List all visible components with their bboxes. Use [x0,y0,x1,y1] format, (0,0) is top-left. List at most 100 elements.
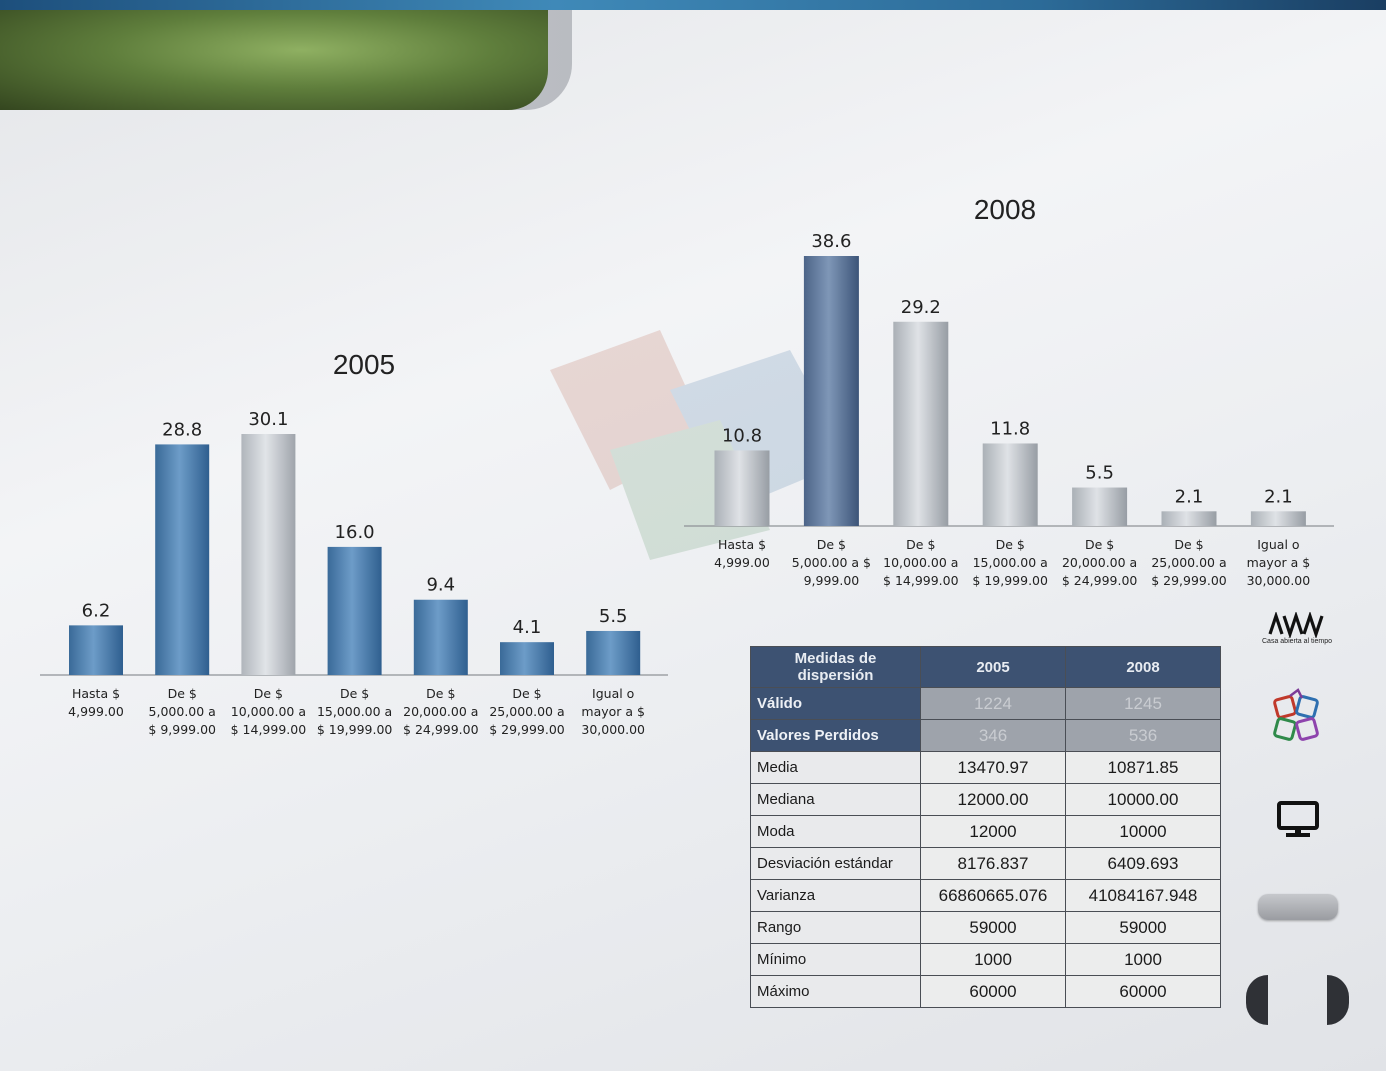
top-accent-bar [0,0,1386,10]
table-cell-2008: 41084167.948 [1065,879,1221,912]
table-cell-2005: 12000.00 [920,783,1066,816]
chart-2008-category-line: 30,000.00 [1247,573,1311,588]
chart-2008-category-label-4: De $ 20,000.00 a $ 24,999.00 [1062,537,1138,588]
chart-2008-category-line: $ 14,999.00 [883,573,959,588]
chart-2005-category-line: $ 24,999.00 [403,722,479,737]
chart-2008-bar-0 [714,450,770,526]
chart-2008-bar-4 [1072,487,1128,526]
chart-2008-bar-5 [1161,511,1217,526]
table-cell-2005: 66860665.076 [920,879,1066,912]
chart-2008-value-label-5: 2.1 [1175,486,1204,507]
chart-2005-category-line: $ 14,999.00 [231,722,307,737]
chart-2005-bar-3 [327,546,382,675]
dispersion-table: Medidas de dispersión 2005 2008 Válido 12… [750,646,1221,1008]
chart-2005-category-line: De $ [340,686,369,701]
chart-2005-category-line: 25,000.00 a [489,704,564,719]
table-cell-2005: 1224 [920,687,1066,720]
chart-2008-category-line: De $ [996,537,1025,552]
chart-2005-category-line: De $ [512,686,541,701]
table-cell-2008: 1245 [1065,687,1221,720]
chart-2005-bar-5 [500,642,554,675]
title-banner [0,10,548,110]
chart-2005-category-line: De $ [168,686,197,701]
table-cell-2008: 59000 [1065,911,1221,944]
chart-2005-category-line: 30,000.00 [581,722,645,737]
chart-2008-category-label-2: De $ 10,000.00 a $ 14,999.00 [883,537,959,588]
chart-2008-bar-3 [982,443,1038,526]
table-cell-2005: 8176.837 [920,847,1066,880]
chart-2005-value-label-5: 4.1 [513,617,542,638]
table-header-2005: 2005 [920,646,1066,688]
chart-2005-category-line: $ 9,999.00 [148,722,216,737]
table-header-row: Medidas de dispersión 2005 2008 [750,646,1221,688]
prev-arrow-icon[interactable] [1246,975,1268,1025]
chart-2005-category-line: Igual o [592,686,634,701]
next-arrow-icon[interactable] [1327,975,1349,1025]
table-row: Máximo 60000 60000 [750,975,1221,1008]
chart-2005-category-line: 10,000.00 a [231,704,306,719]
chart-2005-category-line: 15,000.00 a [317,704,392,719]
table-row: Media 13470.97 10871.85 [750,751,1221,784]
chart-2008-category-line: 9,999.00 [804,573,860,588]
chart-2008-category-label-5: De $ 25,000.00 a $ 29,999.00 [1151,537,1227,588]
chart-2008-bar-1 [803,256,859,526]
chart-2005-value-label-3: 16.0 [335,522,375,543]
table-cell-label: Media [750,751,921,784]
table-row: Válido 1224 1245 [750,687,1221,720]
chart-2005-category-label-3: De $ 15,000.00 a $ 19,999.00 [317,686,393,737]
table-cell-label: Válido [750,687,921,720]
chart-2005-bar-1 [155,444,210,675]
chart-2005-bar-6 [586,630,641,675]
chart-2005-bar-2 [241,434,296,675]
colored-blocks-logo-icon [1268,688,1328,748]
monitor-icon[interactable] [1276,800,1320,840]
chart-2008-category-line: $ 24,999.00 [1062,573,1138,588]
table-cell-2008: 10000 [1065,815,1221,848]
chart-2008-bar-2 [893,321,949,526]
chart-2008-category-line: 20,000.00 a [1062,555,1137,570]
table-cell-label: Mínimo [750,943,921,976]
table-cell-2005: 59000 [920,911,1066,944]
chart-2005-value-label-6: 5.5 [599,606,628,627]
table-cell-2008: 60000 [1065,975,1221,1008]
table-cell-label: Máximo [750,975,921,1008]
chart-2008: 2008 10.8 Hasta $ 4,999.00 38.6 De $ 5,000.00… [684,194,1334,588]
chart-2005-category-label-4: De $ 20,000.00 a $ 24,999.00 [403,686,479,737]
chart-2008-category-line: De $ [906,537,935,552]
chart-2005-value-label-4: 9.4 [426,575,455,596]
chart-2005-value-label-0: 6.2 [82,600,111,621]
chart-2005-category-line: Hasta $ [72,686,120,701]
chart-2008-category-line: $ 19,999.00 [972,573,1048,588]
chart-2005-bar-0 [69,625,123,675]
table-cell-label: Mediana [750,783,921,816]
chart-2008-value-label-1: 38.6 [811,231,851,252]
chart-2005-category-line: De $ [254,686,283,701]
table-row: Valores Perdidos 346 536 [750,719,1221,752]
table-cell-label: Moda [750,815,921,848]
chart-2005-category-label-2: De $ 10,000.00 a $ 14,999.00 [231,686,307,737]
table-cell-2008: 6409.693 [1065,847,1221,880]
chart-2008-value-label-2: 29.2 [901,297,941,318]
chart-2005-category-line: $ 19,999.00 [317,722,393,737]
chart-2008-value-label-6: 2.1 [1264,486,1293,507]
chart-2005-value-label-2: 30.1 [248,409,288,430]
table-cell-2008: 1000 [1065,943,1221,976]
table-row: Rango 59000 59000 [750,911,1221,944]
menu-pill-button[interactable] [1258,894,1338,920]
table-cell-2005: 60000 [920,975,1066,1008]
table-cell-2005: 12000 [920,815,1066,848]
table-cell-label: Varianza [750,879,921,912]
chart-2008-title: 2008 [974,194,1036,225]
chart-2005-value-label-1: 28.8 [162,419,202,440]
chart-2005-bar-4 [413,599,468,675]
chart-2005-category-label-0: Hasta $ 4,999.00 [68,686,124,719]
chart-2008-category-label-3: De $ 15,000.00 a $ 19,999.00 [972,537,1048,588]
table-cell-label: Desviación estándar [750,847,921,880]
chart-2008-category-line: 10,000.00 a [883,555,958,570]
chart-2005-category-label-1: De $ 5,000.00 a $ 9,999.00 [148,686,216,737]
uam-logo-icon: Casa abierta al tiempo [1262,610,1333,652]
uam-logo-text: Casa abierta al tiempo [1262,638,1333,645]
chart-2008-category-line: 5,000.00 a $ [792,555,871,570]
table-cell-2005: 346 [920,719,1066,752]
table-cell-2008: 10871.85 [1065,751,1221,784]
